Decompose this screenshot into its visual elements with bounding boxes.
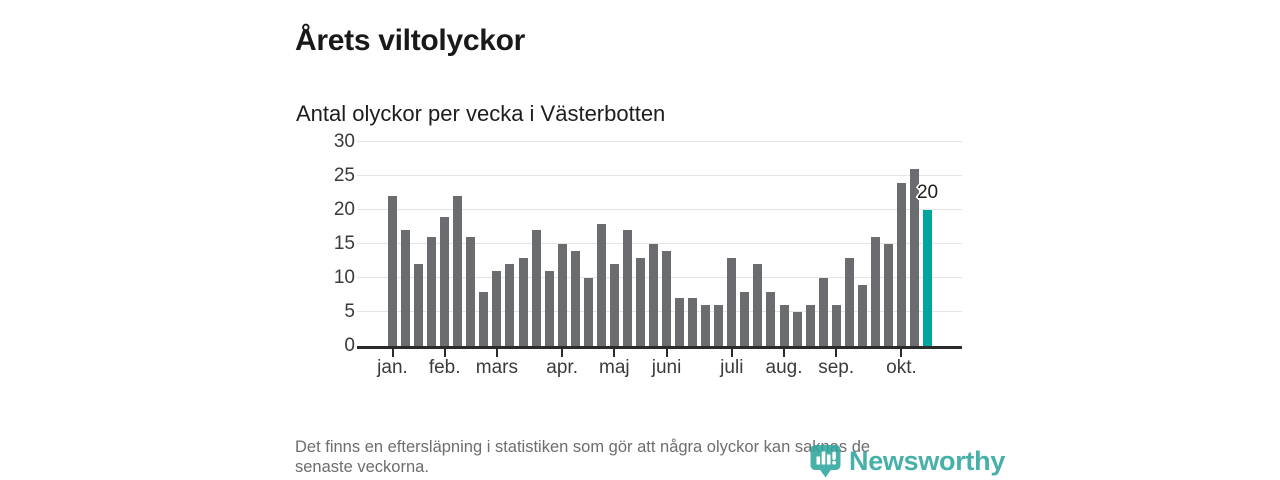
y-axis-label-15: 15 bbox=[333, 233, 355, 254]
bar-week-23 bbox=[675, 298, 685, 346]
bar-week-30 bbox=[766, 291, 776, 346]
bar-week-38 bbox=[870, 237, 880, 346]
bar-week-31 bbox=[779, 305, 789, 346]
newsworthy-pin-icon bbox=[810, 445, 841, 478]
x-axis-label-mars: mars bbox=[475, 357, 519, 378]
y-axis-label-20: 20 bbox=[333, 199, 355, 220]
bar-week-14 bbox=[557, 244, 567, 346]
bar-week-10 bbox=[505, 264, 515, 346]
bar-week-16 bbox=[583, 278, 593, 346]
bar-week-29 bbox=[753, 264, 763, 346]
x-tick-okt bbox=[900, 349, 903, 357]
bar-week-13 bbox=[544, 271, 554, 346]
x-axis-label-okt: okt. bbox=[886, 357, 917, 378]
footnote-line-1: Det finns en eftersläpning i statistiken… bbox=[295, 438, 871, 456]
x-tick-juli bbox=[730, 349, 733, 357]
bar-week-18 bbox=[609, 264, 619, 346]
bar-week-26 bbox=[714, 305, 724, 346]
bar-week-3 bbox=[414, 264, 424, 346]
y-gridline-30 bbox=[357, 141, 962, 142]
x-tick-maj bbox=[613, 349, 616, 357]
x-tick-juni bbox=[665, 349, 668, 357]
y-gridline-15 bbox=[357, 243, 962, 244]
bar-week-12 bbox=[531, 230, 541, 346]
x-tick-apr bbox=[561, 349, 564, 357]
y-axis-label-5: 5 bbox=[344, 301, 355, 322]
bar-week-24 bbox=[688, 298, 698, 346]
bar-week-17 bbox=[596, 223, 606, 346]
bar-week-33 bbox=[805, 305, 815, 346]
y-axis-label-0: 0 bbox=[344, 335, 355, 356]
x-axis-label-apr: apr. bbox=[546, 357, 578, 378]
highlight-value-label: 20 bbox=[916, 182, 939, 203]
y-axis-label-25: 25 bbox=[333, 165, 355, 186]
bar-week-35 bbox=[831, 305, 841, 346]
bar-week-36 bbox=[844, 257, 854, 346]
bar-week-7 bbox=[466, 237, 476, 346]
y-axis-label-30: 30 bbox=[333, 131, 355, 152]
chart-subtitle: Antal olyckor per vecka i Västerbotten bbox=[296, 101, 666, 127]
x-axis-line bbox=[357, 346, 962, 349]
bar-week-32 bbox=[792, 312, 802, 346]
bar-week-40 bbox=[896, 182, 906, 346]
bar-week-5 bbox=[440, 216, 450, 346]
bar-week-6 bbox=[453, 196, 463, 346]
bar-week-28 bbox=[740, 291, 750, 346]
x-tick-feb bbox=[443, 349, 446, 357]
newsworthy-logo-text: Newsworthy bbox=[849, 445, 1006, 476]
y-gridline-25 bbox=[357, 175, 962, 176]
bar-week-37 bbox=[857, 284, 867, 346]
bar-week-27 bbox=[727, 257, 737, 346]
chart-title: Årets viltolyckor bbox=[295, 24, 525, 58]
footnote: Det finns en eftersläpning i statistiken… bbox=[295, 438, 870, 477]
bar-week-11 bbox=[518, 257, 528, 346]
x-axis-label-juni: juni bbox=[651, 357, 682, 378]
bar-week-34 bbox=[818, 278, 828, 346]
bar-week-1 bbox=[388, 196, 397, 346]
bar-week-15 bbox=[570, 250, 580, 346]
bar-week-25 bbox=[701, 305, 711, 346]
bar-week-41 bbox=[910, 169, 919, 346]
bar-week-2 bbox=[401, 230, 411, 346]
x-tick-sep bbox=[835, 349, 838, 357]
x-axis-label-aug: aug. bbox=[765, 357, 803, 378]
x-axis-label-feb: feb. bbox=[428, 357, 461, 378]
y-axis-label-10: 10 bbox=[333, 267, 355, 288]
bar-week-22 bbox=[662, 250, 672, 346]
x-tick-aug bbox=[783, 349, 785, 357]
x-tick-mars bbox=[495, 349, 498, 357]
bar-week-4 bbox=[427, 237, 437, 346]
x-axis-label-maj: maj bbox=[599, 357, 630, 378]
bar-week-8 bbox=[479, 291, 489, 346]
footnote-line-2: senaste veckorna. bbox=[295, 457, 429, 476]
bar-week-21 bbox=[649, 244, 658, 346]
x-axis-label-juli: juli bbox=[720, 357, 744, 378]
bar-week-20 bbox=[635, 257, 645, 346]
y-gridline-5 bbox=[357, 311, 962, 312]
bar-week-19 bbox=[622, 230, 632, 346]
bar-week-9 bbox=[492, 271, 502, 346]
y-gridline-20 bbox=[357, 209, 962, 210]
x-axis-label-jan: jan. bbox=[377, 357, 408, 378]
newsworthy-logo: Newsworthy bbox=[810, 444, 1005, 478]
bar-week-42 bbox=[923, 210, 933, 346]
bar-week-39 bbox=[883, 244, 893, 346]
x-axis-label-sep: sep. bbox=[818, 357, 855, 378]
x-tick-jan bbox=[391, 349, 394, 357]
y-gridline-10 bbox=[357, 277, 962, 278]
